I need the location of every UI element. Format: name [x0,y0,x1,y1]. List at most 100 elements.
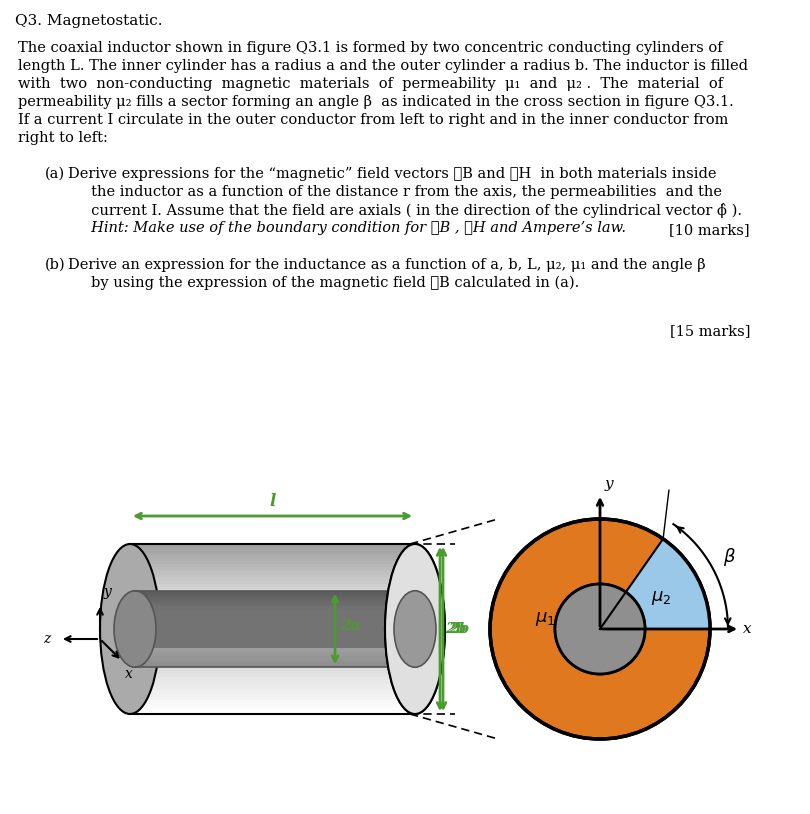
Bar [135,654,420,656]
Bar [130,575,415,578]
Text: (b): (b) [45,258,66,272]
Bar [135,602,420,603]
Bar [130,547,415,549]
Circle shape [556,584,644,673]
Bar [135,630,420,632]
Circle shape [556,585,644,673]
Text: with  two  non-conducting  magnetic  materials  of  permeability  μ₁  and  μ₂ . : with two non-conducting magnetic materia… [18,77,723,91]
Bar [135,615,420,616]
Bar [130,618,415,620]
Bar [135,621,420,623]
Bar [130,612,415,615]
Bar [130,629,415,632]
Bar [130,654,415,658]
Circle shape [556,584,645,674]
Circle shape [556,585,644,672]
Bar [135,632,420,634]
Bar [130,660,415,663]
Circle shape [555,584,645,674]
Bar [130,595,415,597]
Bar [130,680,415,683]
Bar [130,652,415,654]
Bar [130,706,415,708]
Circle shape [556,585,644,672]
Bar [130,578,415,581]
Text: If a current I circulate in the outer conductor from left to right and in the in: If a current I circulate in the outer co… [18,113,728,127]
Circle shape [556,585,644,672]
Bar [135,648,420,650]
Bar [135,628,420,629]
Circle shape [556,585,644,673]
Bar [135,606,420,607]
Bar [135,634,420,636]
Bar [135,593,420,594]
Bar [130,592,415,595]
Bar [135,609,420,610]
Text: x: x [125,667,133,681]
Bar [135,637,420,638]
Circle shape [556,585,644,672]
Bar [135,591,420,592]
Circle shape [556,584,645,674]
Bar [135,625,420,627]
Bar [135,624,420,625]
Bar [135,639,420,641]
Circle shape [490,519,710,739]
Circle shape [556,584,644,673]
Circle shape [556,584,644,673]
Circle shape [556,585,644,672]
Bar [135,614,420,615]
Circle shape [556,584,645,673]
Bar [135,605,420,606]
Bar [135,627,420,628]
Text: [10 marks]: [10 marks] [669,223,750,237]
Text: by using the expression of the magnetic field ⃗B calculated in (a).: by using the expression of the magnetic … [68,276,579,291]
Bar [130,564,415,567]
Ellipse shape [394,591,436,667]
Bar [135,666,420,667]
Bar [135,645,420,646]
Bar [135,656,420,657]
Bar [130,632,415,635]
Text: The coaxial inductor shown in figure Q3.1 is formed by two concentric conducting: The coaxial inductor shown in figure Q3.… [18,41,723,55]
Bar [135,612,420,614]
Bar [130,587,415,589]
Bar [130,691,415,694]
Text: y: y [104,585,112,599]
Bar [130,615,415,618]
Text: Q3. Magnetostatic.: Q3. Magnetostatic. [15,14,163,28]
Bar [130,677,415,680]
Bar [135,653,420,654]
Circle shape [555,584,645,674]
Circle shape [556,585,644,673]
Bar [130,558,415,561]
Bar [135,636,420,637]
Ellipse shape [114,591,156,667]
Bar [135,662,420,663]
Bar [135,598,420,600]
Bar [135,607,420,609]
Circle shape [556,584,645,673]
Bar [135,629,420,630]
Text: length L. The inner cylinder has a radius a and the outer cylinder a radius b. T: length L. The inner cylinder has a radiu… [18,59,748,73]
Bar [130,544,415,547]
Bar [130,646,415,649]
Circle shape [556,584,645,674]
Bar [130,694,415,697]
Bar [130,674,415,677]
Bar [130,668,415,672]
Text: l: l [269,493,275,510]
Bar [135,618,420,619]
Bar [130,643,415,646]
Bar [130,567,415,570]
Circle shape [555,584,645,674]
Wedge shape [600,539,710,629]
Bar [135,661,420,662]
Bar [130,549,415,553]
Bar [135,623,420,624]
Circle shape [555,584,645,674]
Bar [130,711,415,714]
Bar [130,702,415,706]
Text: 2a: 2a [340,619,360,633]
Circle shape [555,584,645,674]
